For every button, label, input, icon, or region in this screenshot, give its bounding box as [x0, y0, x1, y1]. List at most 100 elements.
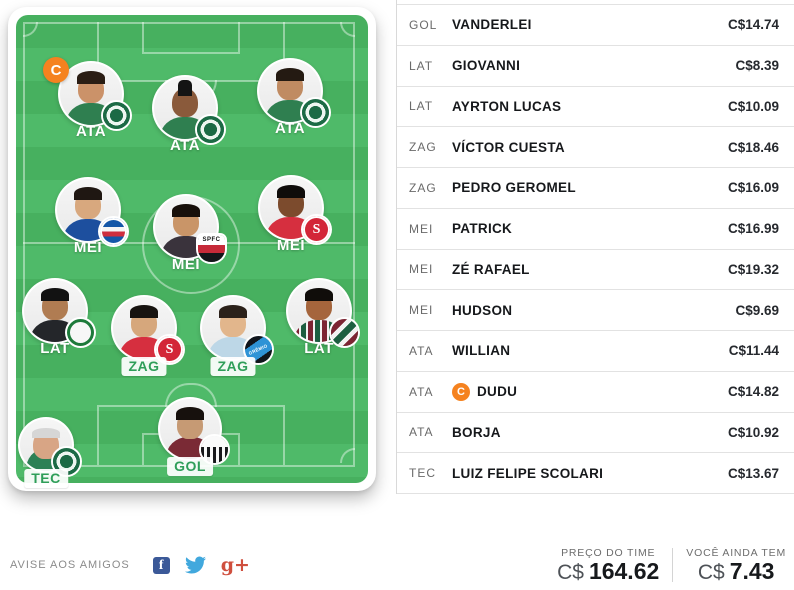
position-label: MEI [171, 256, 201, 273]
currency-prefix: C$ [697, 561, 725, 584]
totals-divider [672, 548, 674, 582]
player-avatar[interactable] [286, 278, 358, 346]
roster-row[interactable]: MEI C PATRICK C$16.99 [397, 207, 794, 249]
roster-position-label: GOL [409, 17, 438, 32]
currency-prefix: C$ [557, 561, 584, 584]
roster-row[interactable]: ATA C BORJA C$10.92 [397, 411, 794, 453]
player-avatar[interactable]: GRÊMIO [200, 295, 272, 363]
position-label: ATA [274, 120, 306, 137]
player-avatar[interactable]: SPFC [153, 194, 225, 262]
roster-position-label: MEI [409, 262, 434, 277]
roster-player-name: PEDRO GEROMEL [452, 180, 576, 196]
roster-position-label: MEI [409, 221, 434, 236]
corner-arc-bottom-right [340, 448, 355, 463]
player-slot-mei: SPFC MEI [153, 194, 225, 273]
player-slot-ata: ATA [257, 58, 329, 137]
roster-position-label: ZAG [409, 180, 437, 195]
roster-row[interactable]: LAT C AYRTON LUCAS C$10.09 [397, 85, 794, 127]
club-crest-fluminense-icon [331, 319, 358, 346]
roster-player-name: HUDSON [452, 302, 513, 318]
roster-player-price: C$16.99 [727, 221, 779, 237]
player-avatar[interactable]: S [258, 175, 330, 243]
player-avatar[interactable] [22, 278, 94, 346]
captain-badge: C [452, 382, 470, 401]
roster-position-label: ZAG [409, 140, 437, 155]
roster-panel: GOL C VANDERLEI C$14.74 LAT C GIOVANNI C… [396, 0, 794, 494]
roster-row[interactable]: MEI C ZÉ RAFAEL C$19.32 [397, 248, 794, 290]
club-crest-palmeiras-icon [302, 99, 329, 126]
player-avatar[interactable] [18, 417, 80, 475]
roster-player-name: WILLIAN [452, 343, 511, 359]
share-label: AVISE AOS AMIGOS [10, 559, 130, 571]
player-avatar[interactable] [158, 397, 228, 463]
roster-row[interactable]: LAT C GIOVANNI C$8.39 [397, 44, 794, 86]
remaining-budget-label: VOCÊ AINDA TEM [686, 547, 786, 559]
remaining-budget-value: 7.43 [729, 558, 775, 584]
roster-row[interactable]: GOL C VANDERLEI C$14.74 [397, 4, 794, 45]
player-slot-zag: S ZAG [111, 295, 183, 376]
roster-position-label: ATA [409, 384, 434, 399]
captain-badge: C [43, 57, 69, 83]
position-label: TEC [24, 469, 68, 488]
player-slot-tec: TEC [18, 417, 80, 488]
player-slot-gol: GOL [158, 397, 228, 476]
soccer-field-card: C ATA ATA ATA [8, 7, 376, 491]
facebook-glyph: f [158, 557, 164, 573]
club-crest-america-mg-icon [67, 319, 94, 346]
team-price-block: PREÇO DO TIME C$ 164.62 [557, 547, 659, 583]
team-price-label: PREÇO DO TIME [561, 547, 656, 559]
club-crest-palmeiras-icon [103, 102, 130, 129]
roster-position-label: LAT [409, 99, 434, 114]
roster-player-name: AYRTON LUCAS [452, 98, 562, 114]
roster-player-price: C$10.09 [727, 98, 779, 114]
position-label: ZAG [121, 357, 167, 376]
roster-player-price: C$9.69 [735, 302, 779, 318]
facebook-icon[interactable]: f [152, 556, 170, 574]
position-label: MEI [73, 239, 103, 256]
player-avatar[interactable] [257, 58, 329, 126]
roster-row[interactable]: ATA C DUDU C$14.82 [397, 370, 794, 412]
player-slot-zag: GRÊMIO ZAG [200, 295, 272, 376]
position-label: LAT [304, 340, 334, 357]
footer-bar: AVISE AOS AMIGOS f g+ PREÇO DO TIME C$ 1… [0, 540, 794, 590]
roster-player-price: C$19.32 [727, 261, 779, 277]
roster-row[interactable]: ATA C WILLIAN C$11.44 [397, 330, 794, 371]
twitter-icon[interactable] [184, 556, 206, 574]
roster-row[interactable]: TEC C LUIZ FELIPE SCOLARI C$13.67 [397, 452, 794, 493]
roster-position-label: TEC [409, 466, 436, 481]
roster-position-label: LAT [409, 58, 434, 73]
roster-row[interactable]: ZAG C VÍCTOR CUESTA C$18.46 [397, 126, 794, 167]
goal-box-top [142, 22, 240, 54]
position-label: GOL [167, 457, 213, 476]
roster-row[interactable]: MEI C HUDSON C$9.69 [397, 289, 794, 330]
club-crest-spfc-icon: SPFC [198, 235, 225, 262]
player-avatar[interactable]: S [111, 295, 183, 363]
position-label: ZAG [210, 357, 256, 376]
position-label: LAT [40, 340, 70, 357]
totals-section: PREÇO DO TIME C$ 164.62 VOCÊ AINDA TEM C… [557, 547, 786, 583]
roster-player-name: DUDU [477, 384, 518, 400]
roster-player-name: ZÉ RAFAEL [452, 261, 530, 277]
player-avatar[interactable]: C [43, 57, 130, 129]
remaining-budget-block: VOCÊ AINDA TEM C$ 7.43 [686, 547, 786, 583]
googleplus-icon[interactable]: g+ [220, 553, 250, 576]
roster-position-label: ATA [409, 425, 434, 440]
roster-player-name: VÍCTOR CUESTA [452, 139, 565, 155]
club-crest-palmeiras-icon [197, 116, 224, 143]
roster-player-name: LUIZ FELIPE SCOLARI [452, 465, 604, 481]
player-slot-lat: LAT [22, 278, 94, 357]
roster-player-name: GIOVANNI [452, 58, 521, 74]
player-slot-mei: S MEI [258, 175, 330, 254]
club-crest-inter-icon: S [303, 216, 330, 243]
roster-player-price: C$10.92 [727, 424, 779, 440]
player-slot-ata: C ATA [43, 57, 130, 140]
roster-position-label: ATA [409, 343, 434, 358]
roster-player-price: C$14.82 [727, 384, 779, 400]
club-crest-bahia-icon [100, 218, 127, 245]
player-avatar[interactable] [152, 75, 224, 143]
roster-position-label: MEI [409, 303, 434, 318]
roster-end-divider [397, 493, 794, 494]
roster-row[interactable]: ZAG C PEDRO GEROMEL C$16.09 [397, 167, 794, 208]
roster-player-price: C$8.39 [735, 58, 779, 74]
player-avatar[interactable] [55, 177, 127, 245]
